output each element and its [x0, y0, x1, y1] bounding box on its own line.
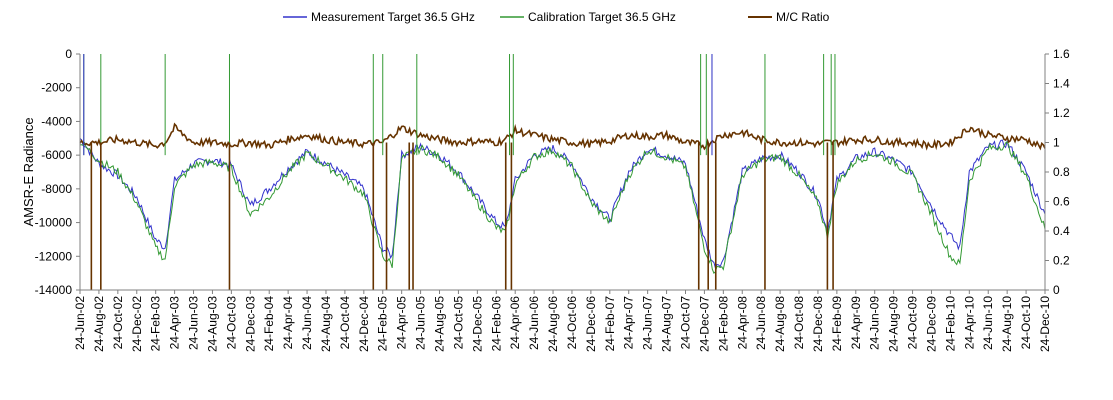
x-tick-label: 24-Jun-08: [754, 296, 768, 350]
x-tick-label: 24-Oct-07: [678, 296, 692, 350]
y-tick-label-right: 0.2: [1053, 254, 1070, 268]
x-tick-label: 24-Oct-08: [792, 296, 806, 350]
legend-label-m-c-ratio: M/C Ratio: [776, 10, 830, 24]
x-tick-label: 24-Feb-08: [716, 296, 730, 352]
x-tick-label: 24-Apr-06: [508, 296, 522, 350]
x-tick-label: 24-Feb-07: [603, 296, 617, 352]
x-tick-label: 24-Aug-03: [205, 296, 219, 352]
y-tick-label-right: 1.4: [1053, 77, 1070, 91]
x-tick-label: 24-Apr-04: [281, 296, 295, 350]
legend-label-measurement-target-36-5-ghz: Measurement Target 36.5 GHz: [311, 10, 475, 24]
x-tick-label: 24-Dec-05: [470, 296, 484, 352]
series-line-calibration-target-36-5-ghz: [79, 141, 1046, 274]
x-tick-label: 24-Dec-02: [130, 296, 144, 352]
x-tick-label: 24-Aug-05: [433, 296, 447, 352]
x-tick-label: 24-Apr-09: [849, 296, 863, 350]
x-tick-label: 24-Oct-06: [565, 296, 579, 350]
x-tick-label: 24-Feb-03: [149, 296, 163, 352]
y-tick-label-right: 1.2: [1053, 106, 1070, 120]
x-tick-label: 24-Oct-04: [338, 296, 352, 350]
x-tick-label: 24-Aug-06: [546, 296, 560, 352]
x-tick-label: 24-Aug-10: [1000, 296, 1014, 352]
x-tick-label: 24-Jun-04: [300, 296, 314, 350]
x-tick-label: 24-Dec-10: [1038, 296, 1052, 352]
x-tick-label: 24-Oct-02: [111, 296, 125, 350]
series-line-m-c-ratio: [79, 122, 1046, 151]
y-tick-label-right: 0: [1053, 283, 1060, 297]
x-tick-label: 24-Dec-04: [357, 296, 371, 352]
y-tick-label-right: 1: [1053, 136, 1060, 150]
y-tick-label-right: 0.6: [1053, 195, 1070, 209]
y-tick-label-right: 1.6: [1053, 47, 1070, 61]
y-tick-label-left: -14000: [35, 283, 73, 297]
x-tick-label: 24-Feb-05: [376, 296, 390, 352]
x-tick-label: 24-Aug-02: [92, 296, 106, 352]
x-tick-label: 24-Dec-07: [697, 296, 711, 352]
x-tick-label: 24-Feb-09: [830, 296, 844, 352]
y-tick-label-left: -10000: [35, 216, 73, 230]
series-line-measurement-target-36-5-ghz: [79, 138, 1046, 270]
x-tick-label: 24-Aug-09: [887, 296, 901, 352]
x-tick-label: 24-Dec-06: [584, 296, 598, 352]
y-tick-label-left: -4000: [41, 114, 72, 128]
x-tick-label: 24-Aug-08: [773, 296, 787, 352]
x-tick-label: 24-Jun-07: [641, 296, 655, 350]
y-tick-label-left: -2000: [41, 81, 72, 95]
x-tick-label: 24-Jun-02: [73, 296, 87, 350]
x-tick-label: 24-Apr-10: [962, 296, 976, 350]
x-tick-label: 24-Dec-03: [243, 296, 257, 352]
x-tick-label: 24-Jun-09: [868, 296, 882, 350]
series-layer: [79, 54, 1046, 290]
y-tick-label-left: -12000: [35, 249, 73, 263]
y-tick-label-left: -6000: [41, 148, 72, 162]
y-tick-label-left: -8000: [41, 182, 72, 196]
x-tick-label: 24-Feb-10: [943, 296, 957, 352]
x-tick-label: 24-Aug-04: [319, 296, 333, 352]
x-tick-label: 24-Apr-03: [168, 296, 182, 350]
x-tick-label: 24-Apr-07: [622, 296, 636, 350]
x-tick-label: 24-Apr-08: [735, 296, 749, 350]
y-axis-label-left: AMSR-E Radiance: [21, 117, 36, 226]
x-tick-label: 24-Dec-09: [924, 296, 938, 352]
legend-label-calibration-target-36-5-ghz: Calibration Target 36.5 GHz: [528, 10, 676, 24]
x-tick-label: 24-Oct-03: [224, 296, 238, 350]
y-tick-label-right: 0.8: [1053, 165, 1070, 179]
x-tick-label: 24-Jun-06: [527, 296, 541, 350]
x-tick-label: 24-Apr-05: [395, 296, 409, 350]
y-tick-label-left: 0: [65, 47, 72, 61]
x-tick-label: 24-Feb-04: [262, 296, 276, 352]
x-tick-label: 24-Jun-03: [187, 296, 201, 350]
x-tick-label: 24-Oct-09: [906, 296, 920, 350]
x-tick-label: 24-Dec-08: [811, 296, 825, 352]
x-tick-label: 24-Oct-10: [1019, 296, 1033, 350]
y-tick-label-right: 0.4: [1053, 224, 1070, 238]
x-tick-label: 24-Feb-06: [489, 296, 503, 352]
x-tick-label: 24-Oct-05: [451, 296, 465, 350]
x-tick-label: 24-Jun-10: [981, 296, 995, 350]
axis-layer: 0 -2000 -4000 -6000 -8000 -10000 -12000 -14000 1…: [35, 47, 1070, 352]
legend: Measurement Target 36.5 GHz Calibration T…: [283, 10, 830, 24]
x-tick-label: 24-Aug-07: [660, 296, 674, 352]
x-tick-label: 24-Jun-05: [414, 296, 428, 350]
